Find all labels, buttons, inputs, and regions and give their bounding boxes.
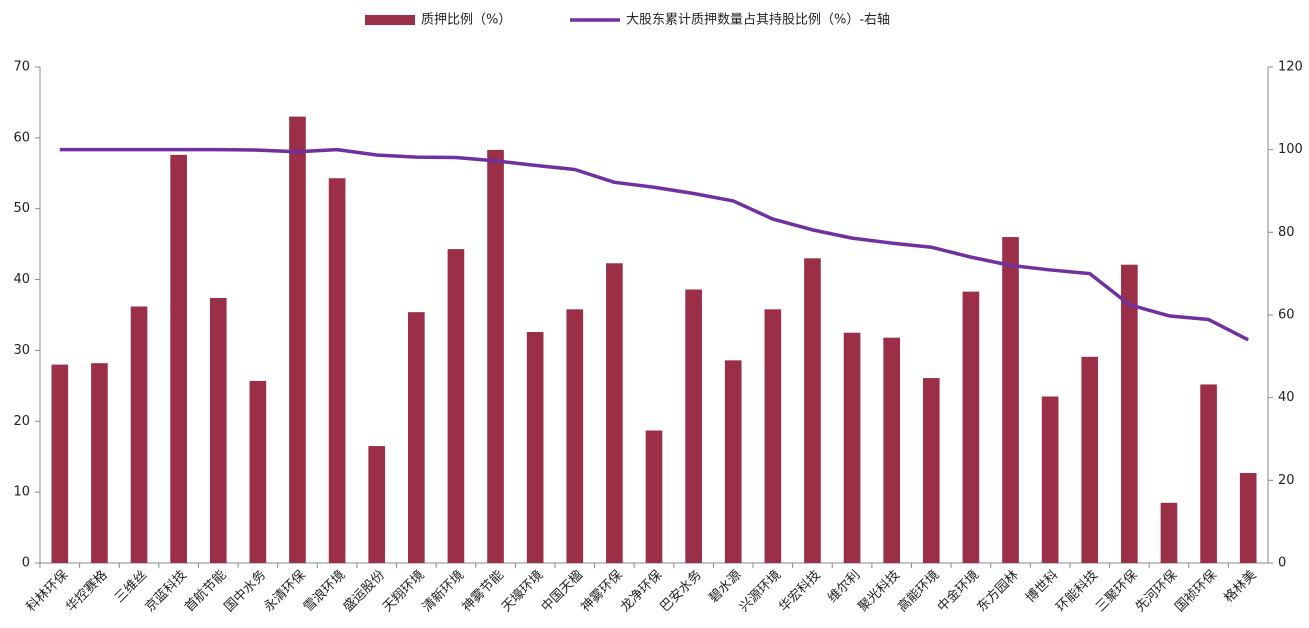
x-tick-label: 巴安水务: [657, 567, 705, 615]
bar: [645, 430, 663, 563]
y2-tick-label: 60: [1278, 308, 1295, 323]
x-tick-label: 中国天楹: [538, 567, 586, 615]
bar: [447, 249, 465, 564]
bar: [91, 363, 108, 563]
y-tick-label: 30: [13, 343, 30, 358]
bar: [962, 291, 980, 563]
x-tick-label: 京蓝科技: [143, 568, 190, 615]
x-tick-label: 清新环境: [419, 567, 467, 615]
bar: [368, 446, 386, 563]
x-tick-label: 环能科技: [1054, 568, 1101, 615]
x-tick-label: 华控赛格: [63, 567, 111, 615]
bar: [408, 312, 425, 563]
bar: [526, 332, 544, 563]
bar: [1200, 384, 1217, 563]
bar: [606, 263, 623, 563]
bar: [566, 309, 584, 563]
x-tick-label: 先河环保: [1133, 568, 1180, 615]
bar: [1121, 264, 1138, 563]
y-tick-label: 10: [13, 485, 30, 500]
y-tick-label: 60: [13, 130, 30, 145]
y-tick-label: 50: [13, 201, 30, 216]
x-tick-label: 盛运股份: [341, 568, 388, 615]
x-tick-label: 龙净环保: [618, 568, 665, 615]
y2-tick-label: 80: [1278, 225, 1295, 240]
x-tick-label: 国中水务: [221, 567, 269, 615]
x-tick-label: 中金环境: [934, 567, 982, 615]
x-tick-label: 天翔环境: [380, 568, 427, 615]
bar: [289, 116, 306, 563]
bar: [843, 332, 861, 563]
x-tick-label: 聚光科技: [856, 568, 903, 615]
x-tick-label: 博世科: [1023, 568, 1061, 606]
bar: [249, 380, 267, 563]
x-tick-label: 雪浪环境: [301, 568, 348, 615]
bar: [1002, 237, 1019, 564]
y2-tick-label: 100: [1278, 142, 1303, 157]
bar: [685, 289, 702, 563]
x-tick-label: 兴源环境: [737, 568, 784, 615]
y-tick-label: 20: [13, 414, 30, 429]
x-tick-label: 华宏科技: [776, 568, 823, 615]
x-tick-label: 三维丝: [112, 568, 150, 606]
x-tick-label: 格林美: [1221, 567, 1260, 606]
legend-label: 大股东累计质押数量占其持股比例（%）-右轴: [626, 13, 890, 28]
bar: [51, 364, 69, 563]
x-tick-label: 维尔利: [825, 568, 863, 606]
x-tick-label: 科林环保: [24, 568, 71, 615]
bar: [1041, 396, 1059, 563]
x-tick-label: 碧水源: [706, 568, 744, 606]
x-tick-label: 三聚环保: [1093, 568, 1140, 615]
x-tick-label: 高能环境: [894, 567, 942, 615]
x-tick-label: 天壕环境: [498, 567, 546, 615]
x-tick-label: 永清环保: [261, 568, 308, 615]
y-tick-label: 70: [13, 60, 30, 75]
y2-tick-label: 20: [1278, 473, 1295, 488]
y-tick-label: 0: [22, 556, 30, 571]
y-tick-label: 40: [13, 272, 30, 287]
bar: [328, 178, 346, 563]
y2-tick-label: 120: [1278, 60, 1303, 75]
legend-label: 质押比例（%）: [421, 13, 511, 28]
bar: [1160, 502, 1178, 563]
bar: [764, 309, 782, 563]
bar: [724, 360, 742, 563]
bar: [922, 378, 940, 563]
bar: [170, 154, 187, 563]
bar: [130, 306, 148, 563]
x-tick-label: 东方园林: [974, 567, 1022, 615]
bar: [1239, 473, 1257, 563]
legend-swatch: [365, 15, 415, 25]
y2-tick-label: 0: [1278, 556, 1286, 571]
bar: [883, 337, 900, 563]
x-tick-label: 国祯环保: [1172, 568, 1219, 615]
line-series: [59, 147, 1249, 342]
bar: [804, 258, 821, 563]
y2-tick-label: 40: [1278, 390, 1295, 405]
bar: [487, 149, 504, 563]
x-tick-label: 首航节能: [181, 567, 229, 615]
x-tick-label: 神雾环保: [578, 568, 625, 615]
x-tick-label: 神雾节能: [459, 568, 506, 615]
bar: [209, 297, 227, 563]
bar: [1081, 356, 1099, 563]
